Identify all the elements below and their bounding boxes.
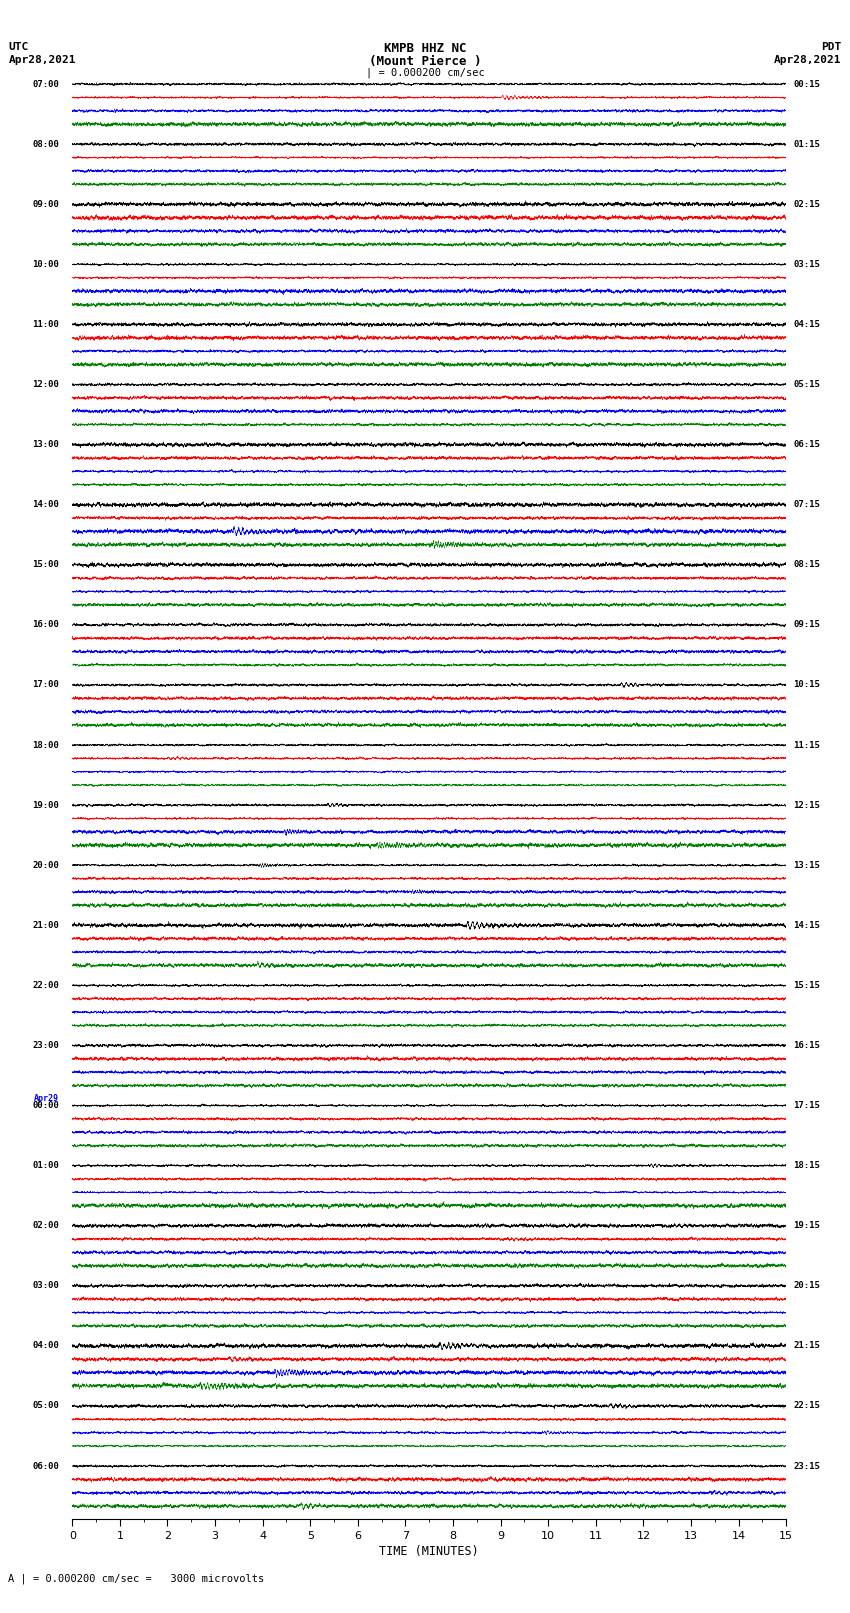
Text: 21:15: 21:15 [793,1342,820,1350]
Text: 05:15: 05:15 [793,381,820,389]
Text: 10:15: 10:15 [793,681,820,689]
Text: 00:00: 00:00 [32,1102,59,1110]
Text: 12:00: 12:00 [32,381,59,389]
Text: 14:00: 14:00 [32,500,59,510]
Text: 16:15: 16:15 [793,1040,820,1050]
Text: 02:00: 02:00 [32,1221,59,1231]
Text: 15:00: 15:00 [32,560,59,569]
Text: 17:00: 17:00 [32,681,59,689]
Text: 17:15: 17:15 [793,1102,820,1110]
Text: 10:00: 10:00 [32,260,59,269]
Text: 13:15: 13:15 [793,861,820,869]
Text: 04:15: 04:15 [793,319,820,329]
Text: Apr28,2021: Apr28,2021 [774,55,842,65]
Text: 15:15: 15:15 [793,981,820,990]
Text: 01:15: 01:15 [793,140,820,148]
Text: 09:15: 09:15 [793,621,820,629]
Text: PDT: PDT [821,42,842,52]
Text: 19:15: 19:15 [793,1221,820,1231]
Text: 11:15: 11:15 [793,740,820,750]
Text: 06:00: 06:00 [32,1461,59,1471]
Text: 23:15: 23:15 [793,1461,820,1471]
Text: Apr28,2021: Apr28,2021 [8,55,76,65]
Text: 05:00: 05:00 [32,1402,59,1410]
Text: 03:00: 03:00 [32,1281,59,1290]
Text: 14:15: 14:15 [793,921,820,929]
Text: 16:00: 16:00 [32,621,59,629]
Text: 04:00: 04:00 [32,1342,59,1350]
X-axis label: TIME (MINUTES): TIME (MINUTES) [379,1545,479,1558]
Text: | = 0.000200 cm/sec: | = 0.000200 cm/sec [366,68,484,79]
Text: 08:15: 08:15 [793,560,820,569]
Text: 20:00: 20:00 [32,861,59,869]
Text: UTC: UTC [8,42,29,52]
Text: 22:15: 22:15 [793,1402,820,1410]
Text: KMPB HHZ NC: KMPB HHZ NC [383,42,467,55]
Text: (Mount Pierce ): (Mount Pierce ) [369,55,481,68]
Text: 22:00: 22:00 [32,981,59,990]
Text: A | = 0.000200 cm/sec =   3000 microvolts: A | = 0.000200 cm/sec = 3000 microvolts [8,1573,264,1584]
Text: 21:00: 21:00 [32,921,59,929]
Text: 00:15: 00:15 [793,79,820,89]
Text: 02:15: 02:15 [793,200,820,208]
Text: 07:00: 07:00 [32,79,59,89]
Text: 18:00: 18:00 [32,740,59,750]
Text: 06:15: 06:15 [793,440,820,448]
Text: 03:15: 03:15 [793,260,820,269]
Text: 23:00: 23:00 [32,1040,59,1050]
Text: 01:00: 01:00 [32,1161,59,1169]
Text: 08:00: 08:00 [32,140,59,148]
Text: 09:00: 09:00 [32,200,59,208]
Text: Apr29: Apr29 [34,1094,59,1103]
Text: 19:00: 19:00 [32,800,59,810]
Text: 07:15: 07:15 [793,500,820,510]
Text: 12:15: 12:15 [793,800,820,810]
Text: 13:00: 13:00 [32,440,59,448]
Text: 20:15: 20:15 [793,1281,820,1290]
Text: 11:00: 11:00 [32,319,59,329]
Text: 18:15: 18:15 [793,1161,820,1169]
